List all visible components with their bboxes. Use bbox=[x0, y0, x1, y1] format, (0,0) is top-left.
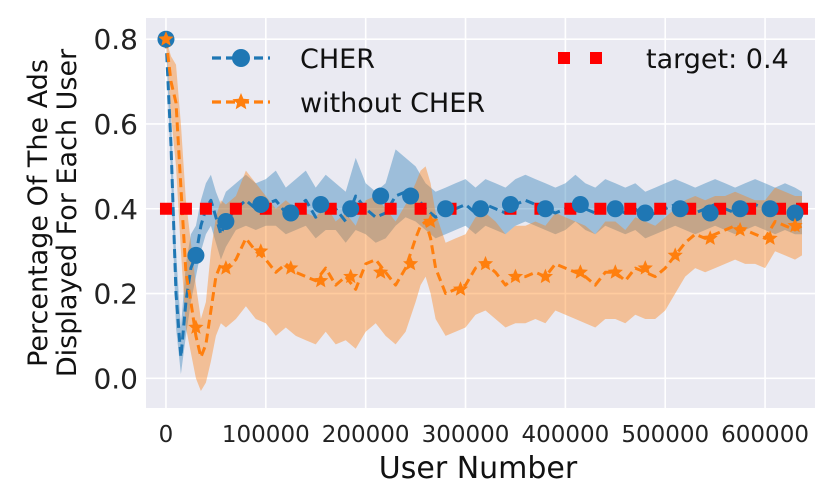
x-axis-ticks: 0 100000 200000 300000 400000 500000 600000 bbox=[159, 422, 809, 448]
marker-without-cher-point bbox=[572, 264, 588, 279]
marker-without-cher-point bbox=[637, 260, 653, 275]
y-axis-label: Percentage Of The Ads Displayed For Each… bbox=[23, 48, 83, 377]
legend-label-without-cher: without CHER bbox=[300, 88, 485, 119]
marker-cher-point bbox=[571, 196, 589, 214]
marker-target-point bbox=[159, 202, 172, 215]
y-tick-label: 0.8 bbox=[93, 23, 138, 56]
marker-cher-point bbox=[731, 200, 749, 218]
marker-target-point bbox=[229, 202, 242, 215]
legend-marker-cher bbox=[232, 49, 250, 67]
x-tick-label: 0 bbox=[159, 422, 174, 448]
x-tick-label: 500000 bbox=[621, 422, 709, 448]
legend-marker-without-cher bbox=[232, 93, 250, 110]
y-tick-label: 0.6 bbox=[93, 108, 138, 141]
legend-entry-target: target: 0.4 bbox=[558, 44, 789, 75]
marker-without-cher-point bbox=[732, 222, 748, 237]
marker-without-cher-point bbox=[537, 268, 553, 284]
marker-without-cher-point bbox=[283, 260, 299, 275]
marker-cher-point bbox=[217, 212, 235, 230]
marker-cher-point bbox=[761, 200, 779, 218]
marker-without-cher-point bbox=[313, 272, 329, 288]
legend-marker-target-2 bbox=[590, 52, 602, 64]
marker-cher-point bbox=[372, 187, 390, 205]
marker-target-point bbox=[654, 202, 667, 215]
marker-without-cher-point bbox=[188, 319, 204, 334]
marker-without-cher-point bbox=[158, 31, 174, 46]
series-markers bbox=[157, 30, 809, 334]
marker-without-cher-point bbox=[403, 255, 419, 271]
y-axis-label-line1: Percentage Of The Ads bbox=[23, 59, 54, 367]
marker-target-point bbox=[179, 202, 192, 215]
marker-cher-point bbox=[606, 200, 624, 218]
marker-cher-point bbox=[282, 204, 300, 222]
marker-cher-point bbox=[536, 200, 554, 218]
legend: CHER without CHER target: 0.4 bbox=[212, 44, 789, 119]
marker-cher-point bbox=[472, 200, 489, 218]
marker-target-point bbox=[594, 202, 607, 215]
marker-without-cher-point bbox=[787, 217, 803, 233]
legend-label-target: target: 0.4 bbox=[646, 44, 789, 75]
marker-target-point bbox=[414, 202, 427, 215]
marker-cher-point bbox=[701, 204, 719, 222]
x-tick-label: 300000 bbox=[422, 422, 510, 448]
marker-without-cher-point bbox=[507, 268, 524, 284]
marker-cher-point bbox=[342, 200, 360, 218]
x-tick-label: 200000 bbox=[322, 422, 410, 448]
x-axis-label: User Number bbox=[379, 451, 578, 486]
marker-cher-point bbox=[501, 196, 519, 214]
y-axis-ticks: 0.0 0.2 0.4 0.6 0.8 bbox=[93, 23, 138, 395]
marker-without-cher-point bbox=[343, 268, 359, 284]
y-tick-label: 0.0 bbox=[93, 362, 138, 395]
marker-without-cher-point bbox=[762, 230, 778, 245]
marker-cher-point bbox=[636, 204, 654, 222]
marker-without-cher-point bbox=[667, 247, 683, 262]
marker-cher-point bbox=[402, 187, 420, 205]
legend-label-cher: CHER bbox=[300, 44, 375, 75]
x-tick-label: 400000 bbox=[521, 422, 609, 448]
marker-without-cher-point bbox=[253, 243, 269, 258]
marker-without-cher-point bbox=[423, 213, 439, 228]
marker-cher-point bbox=[786, 204, 804, 222]
marker-without-cher-point bbox=[702, 230, 718, 245]
marker-without-cher-point bbox=[477, 255, 494, 271]
marker-target-point bbox=[624, 202, 637, 215]
marker-cher-point bbox=[312, 196, 330, 214]
y-tick-label: 0.4 bbox=[93, 193, 138, 226]
marker-target-point bbox=[199, 202, 212, 215]
x-tick-label: 600000 bbox=[721, 422, 809, 448]
marker-without-cher-point bbox=[452, 281, 469, 296]
marker-cher-point bbox=[671, 200, 689, 218]
x-tick-label: 100000 bbox=[222, 422, 310, 448]
marker-cher-point bbox=[187, 246, 205, 264]
marker-cher-point bbox=[437, 200, 455, 218]
legend-entry-cher: CHER bbox=[212, 44, 375, 75]
legend-marker-target-1 bbox=[558, 52, 570, 64]
y-tick-label: 0.2 bbox=[93, 278, 138, 311]
marker-without-cher-point bbox=[607, 264, 623, 279]
marker-target-point bbox=[384, 202, 397, 215]
marker-without-cher-point bbox=[218, 260, 234, 275]
marker-without-cher-point bbox=[373, 264, 389, 279]
legend-entry-without-cher: without CHER bbox=[212, 88, 485, 119]
marker-cher-point bbox=[252, 196, 270, 214]
y-axis-label-line2: Displayed For Each User bbox=[52, 48, 83, 377]
